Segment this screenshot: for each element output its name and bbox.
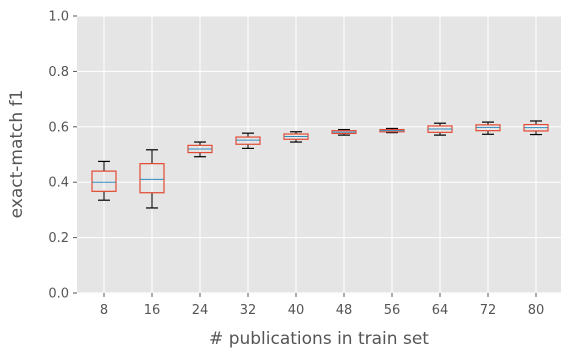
y-tick-label: 0.2 [48,231,69,246]
box-80 [523,120,549,136]
box-16 [139,149,165,209]
x-axis-label: # publications in train set [209,329,429,348]
x-tick-label: 80 [528,303,545,318]
y-tick-label: 1.0 [48,10,69,25]
x-tick-label: 8 [100,303,108,318]
y-axis-label: exact-match f1 [7,90,27,219]
x-tick-label: 48 [336,303,353,318]
boxes [91,120,549,209]
y-tick-label: 0.6 [48,120,69,135]
x-tick-label: 64 [432,303,449,318]
y-tick-label: 0.8 [48,65,69,80]
box-iqr [91,170,117,192]
y-axis-ticks: 0.0 0.2 0.4 0.6 0.8 1.0 [48,10,77,302]
box-72 [475,121,501,135]
x-tick-label: 72 [480,303,497,318]
grid-lines [77,15,561,294]
box-24 [187,141,213,158]
box-64 [427,122,453,136]
box-48 [331,128,357,136]
x-tick-label: 56 [384,303,401,318]
x-tick-label: 16 [144,303,161,318]
box-iqr [235,136,261,145]
y-tick-label: 0.0 [48,287,69,302]
x-axis-ticks: 8 16 24 32 40 48 56 64 72 80 [100,293,544,318]
box-8 [91,160,117,201]
box-32 [235,132,261,150]
plot-area [77,16,561,293]
x-tick-label: 24 [192,303,209,318]
box-56 [379,127,405,134]
y-tick-label: 0.4 [48,176,69,191]
x-tick-label: 40 [288,303,305,318]
x-tick-label: 32 [240,303,257,318]
box-iqr [139,163,165,194]
box-40 [283,131,309,143]
